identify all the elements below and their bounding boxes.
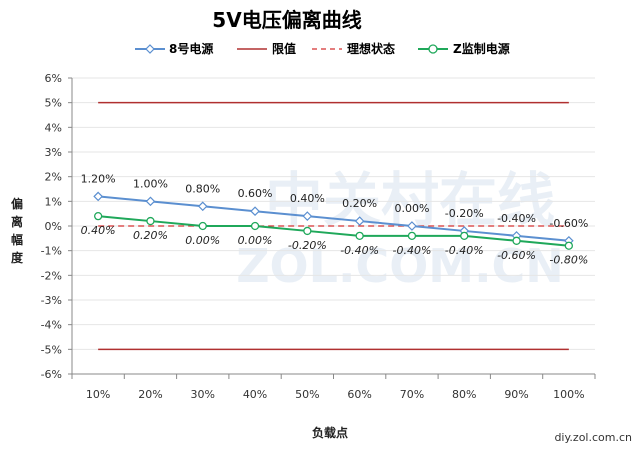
- data-label: -0.40%: [445, 244, 484, 257]
- y-tick-label: 3%: [45, 146, 62, 159]
- y-tick-label: 5%: [45, 97, 62, 110]
- data-label: 0.00%: [394, 202, 429, 215]
- data-point: [354, 216, 365, 226]
- data-point: [303, 226, 312, 236]
- legend-label: 限值: [272, 41, 296, 56]
- legend-item-限值: 限值: [237, 41, 296, 56]
- data-point: [355, 231, 364, 241]
- data-label: 0.60%: [238, 187, 273, 200]
- y-tick-label: -5%: [41, 343, 62, 356]
- x-axis-title: 负载点: [312, 425, 348, 440]
- y-tick-label: -6%: [41, 368, 62, 381]
- data-label: 1.20%: [81, 172, 116, 185]
- data-point: [146, 216, 155, 226]
- data-label: -0.40%: [497, 212, 536, 225]
- legend-item-理想状态: 理想状态: [312, 41, 395, 56]
- y-tick-label: -1%: [41, 245, 62, 258]
- data-label: -0.60%: [497, 249, 536, 262]
- y-tick-label: -2%: [41, 269, 62, 282]
- data-label: 0.20%: [342, 197, 377, 210]
- x-tick-label: 20%: [138, 388, 162, 401]
- y-tick-label: 1%: [45, 195, 62, 208]
- data-point: [145, 196, 156, 207]
- x-tick-label: 80%: [452, 388, 476, 401]
- x-tick-label: 70%: [400, 388, 424, 401]
- series-line: [98, 215, 569, 247]
- x-tick-label: 60%: [347, 388, 371, 401]
- data-label: -0.20%: [445, 207, 484, 220]
- x-axis-ticks: 10% 20% 30% 40% 50% 60% 70% 80% 90% 100%: [71, 374, 596, 401]
- watermark-text: 中关村在线: [265, 166, 555, 234]
- y-tick-label: 0%: [45, 220, 62, 233]
- data-label: 0.20%: [133, 229, 168, 242]
- y-axis-title: 偏离幅度: [11, 196, 24, 265]
- data-label: 0.00%: [238, 234, 273, 247]
- data-label: 1.00%: [133, 177, 168, 190]
- data-point: [197, 201, 208, 212]
- watermark-text: ZOL.COM.CN: [236, 239, 564, 293]
- data-label: -0.20%: [288, 239, 327, 252]
- data-label: -0.80%: [549, 254, 588, 267]
- y-axis-ticks: -6% -5% -4% -3% -2% -1% 0% 1% 2% 3% 4% 5% 6%: [41, 72, 72, 381]
- y-tick-label: -3%: [41, 294, 62, 307]
- series-line: [98, 195, 569, 242]
- x-tick-label: 30%: [191, 388, 215, 401]
- y-axis-title-char: 离: [11, 214, 23, 229]
- chart-title: 5V电压偏离曲线: [212, 8, 361, 32]
- x-tick-label: 50%: [295, 388, 319, 401]
- y-tick-label: -4%: [41, 319, 62, 332]
- data-label: -0.40%: [340, 244, 379, 257]
- data-point: [460, 231, 469, 241]
- y-tick-label: 6%: [45, 72, 62, 85]
- x-tick-label: 10%: [86, 388, 110, 401]
- y-axis-title-char: 度: [11, 250, 24, 265]
- series: [93, 191, 574, 250]
- data-point: [407, 231, 417, 241]
- reference-lines: [98, 101, 569, 351]
- data-label: -0.40%: [392, 244, 431, 257]
- data-point: [93, 191, 103, 202]
- data-point: [564, 241, 573, 250]
- data-point: [512, 236, 521, 245]
- legend: 8号电源 限值 理想状态 Z监制电源: [135, 41, 510, 56]
- data-label: 0.00%: [185, 234, 220, 247]
- data-point: [198, 221, 207, 231]
- data-labels: 1.20% 1.00% 0.80% 0.60% 0.40% 0.20% 0.00% -0.20…: [81, 172, 589, 266]
- data-point: [250, 206, 260, 217]
- y-tick-label: 4%: [45, 121, 62, 134]
- data-point: [94, 211, 103, 221]
- data-label: 0.40%: [290, 192, 325, 205]
- legend-item-8号电源: 8号电源: [135, 41, 213, 56]
- data-label: -0.60%: [549, 217, 588, 230]
- data-label: 0.40%: [81, 224, 116, 237]
- legend-item-Z监制电源: Z监制电源: [418, 41, 510, 56]
- legend-label: 理想状态: [347, 41, 395, 56]
- legend-label: 8号电源: [169, 41, 213, 56]
- source-text: diy.zol.com.cn: [554, 431, 632, 444]
- x-tick-label: 40%: [243, 388, 267, 401]
- y-axis-title-char: 幅: [11, 232, 23, 247]
- watermark: 中关村在线 ZOL.COM.CN: [236, 166, 564, 293]
- data-point: [407, 221, 417, 231]
- x-tick-label: 100%: [553, 388, 584, 401]
- legend-label: Z监制电源: [453, 41, 510, 56]
- data-label: 0.80%: [185, 182, 220, 195]
- y-tick-label: 2%: [45, 171, 62, 184]
- y-axis-title-char: 偏: [11, 196, 23, 211]
- data-point: [302, 211, 313, 221]
- data-point: [250, 221, 260, 231]
- x-tick-label: 90%: [504, 388, 528, 401]
